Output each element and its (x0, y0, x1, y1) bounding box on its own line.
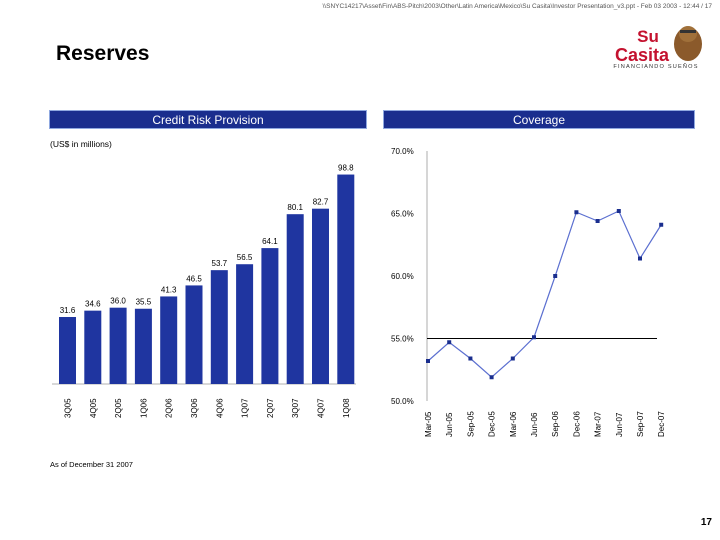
coverage-x-label-1: Jun-05 (445, 412, 454, 437)
logo-tagline: FINANCIANDO SUEÑOS (613, 64, 699, 70)
bar-category-label-9: 3Q07 (291, 398, 300, 418)
bar-10 (312, 208, 329, 384)
logo-text-bottom: Casita (615, 45, 670, 65)
file-path-header: \\SNYC14217\Asset\Fin\ABS-Pitch\2003\Oth… (322, 3, 713, 10)
bar-3 (134, 308, 152, 384)
coverage-x-label-9: Jun-07 (615, 412, 624, 437)
coverage-header: Coverage (383, 110, 695, 129)
bar-9 (286, 214, 304, 384)
credit-risk-provision-header: Credit Risk Provision (49, 110, 367, 129)
bar-value-label-10: 82.7 (313, 198, 329, 207)
coverage-x-label-8: Mar-07 (594, 411, 603, 437)
bar-category-label-3: 1Q06 (139, 398, 148, 418)
coverage-x-label-3: Dec-05 (488, 411, 497, 437)
bar-value-label-5: 46.5 (186, 274, 202, 283)
bar-value-label-6: 53.7 (212, 259, 228, 268)
coverage-point-6 (553, 274, 558, 278)
units-label: (US$ in millions) (50, 139, 112, 149)
bar-value-label-9: 80.1 (287, 203, 303, 212)
coverage-point-7 (574, 210, 579, 215)
coverage-point-5 (532, 335, 536, 340)
bar-0 (59, 317, 76, 384)
coverage-y-tick-1: 65.0% (391, 210, 414, 219)
coverage-x-label-5: Jun-06 (530, 412, 539, 437)
coverage-point-2 (468, 356, 473, 361)
bar-category-label-7: 1Q07 (241, 398, 250, 418)
coverage-point-1 (447, 340, 452, 345)
bar-category-label-0: 3Q05 (64, 398, 73, 418)
coverage-point-4 (510, 356, 515, 361)
bar-category-label-8: 2Q07 (266, 398, 275, 418)
coverage-x-label-4: Mar-06 (509, 411, 518, 437)
bar-value-label-2: 36.0 (110, 297, 126, 306)
coverage-point-11 (659, 222, 664, 227)
bar-6 (210, 270, 228, 384)
bar-value-label-8: 64.1 (262, 237, 278, 246)
coverage-y-tick-3: 55.0% (391, 335, 414, 344)
bar-category-label-2: 2Q05 (114, 398, 123, 418)
coverage-chart: 70.0% 65.0% 60.0% 55.0% 50.0% Mar-05 Jun-05 Sep… (391, 147, 666, 437)
coverage-x-label-6: Sep-06 (551, 411, 560, 437)
coverage-point-3 (489, 375, 494, 380)
coverage-x-label-11: Dec-07 (657, 411, 666, 437)
coverage-point-10 (638, 256, 642, 261)
coverage-y-tick-2: 60.0% (391, 272, 414, 281)
su-casita-logo: Su Casita (615, 26, 702, 65)
bar-value-label-7: 56.5 (237, 253, 253, 262)
bar-value-label-3: 35.5 (136, 298, 152, 307)
as-of-date-footnote: As of December 31 2007 (50, 460, 133, 469)
page-number: 17 (700, 517, 712, 528)
coverage-y-tick-0: 70.0% (391, 147, 414, 156)
bar-value-label-4: 41.3 (161, 285, 177, 294)
bar-1 (84, 310, 102, 384)
coverage-series-line (427, 210, 662, 379)
bar-2 (109, 307, 127, 384)
bar-value-label-0: 31.6 (60, 306, 76, 315)
bar-category-label-11: 1Q08 (342, 398, 351, 418)
bar-7 (236, 264, 254, 384)
coverage-x-label-2: Sep-05 (466, 411, 475, 437)
coverage-point-9 (616, 209, 621, 213)
bar-value-label-11: 98.8 (338, 164, 354, 173)
coverage-y-tick-4: 50.0% (391, 397, 414, 406)
bar-value-label-1: 34.6 (85, 300, 101, 309)
bar-category-label-1: 4Q05 (89, 398, 98, 418)
credit-risk-provision-chart: 31.6 3Q05 34.6 4Q05 36.0 2Q05 35.5 1Q06 41.3 2Q06… (52, 164, 356, 418)
bar-category-label-6: 4Q06 (215, 398, 224, 418)
coverage-x-label-7: Dec-06 (572, 411, 581, 437)
bar-8 (261, 248, 279, 384)
bar-5 (185, 285, 203, 384)
page-title: Reserves (56, 42, 150, 65)
coverage-x-label-10: Sep-07 (636, 411, 645, 437)
logo-text-top: Su (637, 27, 659, 46)
bar-category-label-5: 3Q06 (190, 398, 199, 418)
bar-11 (337, 174, 355, 384)
coverage-point-8 (595, 219, 600, 223)
coverage-x-label-0: Mar-05 (424, 411, 433, 437)
bar-4 (160, 296, 178, 384)
credit-risk-provision-header-label: Credit Risk Provision (152, 112, 264, 127)
coverage-point-0 (426, 359, 430, 363)
bar-category-label-10: 4Q07 (317, 398, 326, 418)
coverage-header-label: Coverage (512, 112, 566, 127)
bar-category-label-4: 2Q06 (165, 398, 174, 418)
